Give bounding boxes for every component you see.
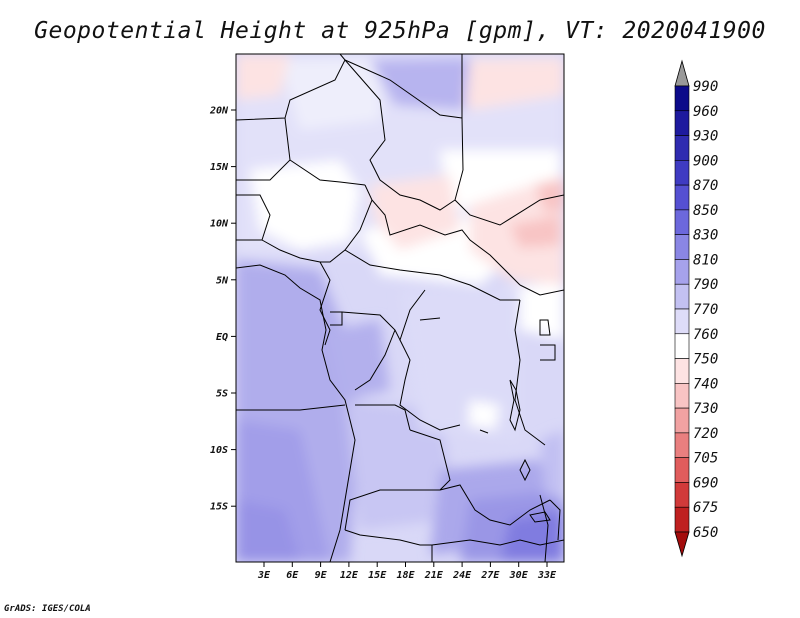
lon-tick-label: 15E — [368, 570, 387, 581]
lon-tick-label: 27E — [480, 570, 500, 581]
colorbar-swatch — [674, 135, 690, 161]
colorbar-swatch — [674, 209, 690, 235]
colorbar-swatch — [674, 432, 690, 458]
colorbar-label: 810 — [693, 252, 718, 268]
colorbar-label: 960 — [693, 104, 718, 120]
lat-tick-label: 15S — [210, 502, 228, 513]
lon-tick-label: 21E — [424, 570, 444, 581]
colorbar-swatch — [674, 383, 690, 409]
map-frame — [235, 53, 565, 563]
colorbar-swatch — [674, 506, 690, 533]
latitude-axis: 20N 15N 10N 5N EQ 5S 10S 15S — [209, 106, 236, 513]
colorbar-label: 690 — [693, 475, 718, 491]
colorbar-label: 790 — [693, 277, 718, 293]
lon-tick-label: 30E — [509, 570, 529, 581]
lat-tick-label: 5S — [216, 389, 228, 400]
colorbar-swatch — [674, 407, 690, 434]
lon-tick-label: 3E — [257, 570, 271, 581]
colorbar-swatch — [674, 160, 690, 186]
colorbar-swatch — [674, 457, 690, 483]
colorbar-swatch — [674, 308, 690, 335]
colorbar-swatch — [674, 85, 690, 112]
colorbar-swatch — [674, 110, 690, 136]
colorbar-swatch — [674, 259, 690, 285]
lat-tick-label: EQ — [216, 332, 228, 343]
colorbar-swatch — [674, 358, 690, 384]
colorbar-label: 850 — [693, 203, 718, 219]
lon-tick-label: 18E — [396, 570, 415, 581]
colorbar-label: 930 — [693, 129, 718, 145]
colorbar-label: 720 — [693, 426, 718, 442]
lat-tick-label: 10S — [210, 445, 228, 456]
colorbar-label: 705 — [693, 451, 718, 467]
colorbar-label: 730 — [693, 401, 718, 417]
grads-credit: GrADS: IGES/COLA — [4, 604, 91, 614]
colorbar-label: 760 — [693, 327, 718, 343]
colorbar-bottom-arrow — [674, 531, 690, 558]
lon-tick-label: 12E — [340, 570, 359, 581]
lon-tick-label: 6E — [286, 570, 299, 581]
colorbar: 990 960 930 900 870 850 830 810 790 770 760 750 740 7… — [674, 59, 718, 558]
colorbar-label: 900 — [693, 153, 718, 169]
lat-tick-label: 15N — [210, 162, 229, 173]
lon-tick-label: 33E — [537, 570, 557, 581]
colorbar-label: 830 — [693, 228, 718, 244]
colorbar-swatch — [674, 283, 690, 310]
lat-tick-label: 10N — [210, 219, 229, 230]
colorbar-swatch — [674, 234, 690, 260]
colorbar-label: 675 — [693, 500, 718, 516]
longitude-axis: 3E 6E 9E 12E 15E 18E 21E 24E 27E 30E 33E — [257, 562, 557, 581]
colorbar-label: 650 — [693, 525, 718, 541]
lat-tick-label: 5N — [216, 275, 229, 286]
colorbar-label: 870 — [693, 178, 718, 194]
colorbar-label: 740 — [693, 376, 718, 392]
lon-tick-label: 24E — [452, 570, 472, 581]
geopotential-field — [236, 54, 564, 562]
colorbar-label: 750 — [693, 352, 718, 368]
colorbar-swatch — [674, 482, 690, 508]
colorbar-label: 990 — [693, 79, 718, 95]
colorbar-label: 770 — [693, 302, 718, 318]
chart-title: Geopotential Height at 925hPa [gpm], VT:… — [34, 18, 766, 44]
lat-tick-label: 20N — [209, 106, 229, 117]
colorbar-swatch — [674, 333, 690, 359]
colorbar-swatch — [674, 184, 690, 211]
lon-tick-label: 9E — [315, 570, 328, 581]
colorbar-top-arrow — [674, 59, 690, 87]
